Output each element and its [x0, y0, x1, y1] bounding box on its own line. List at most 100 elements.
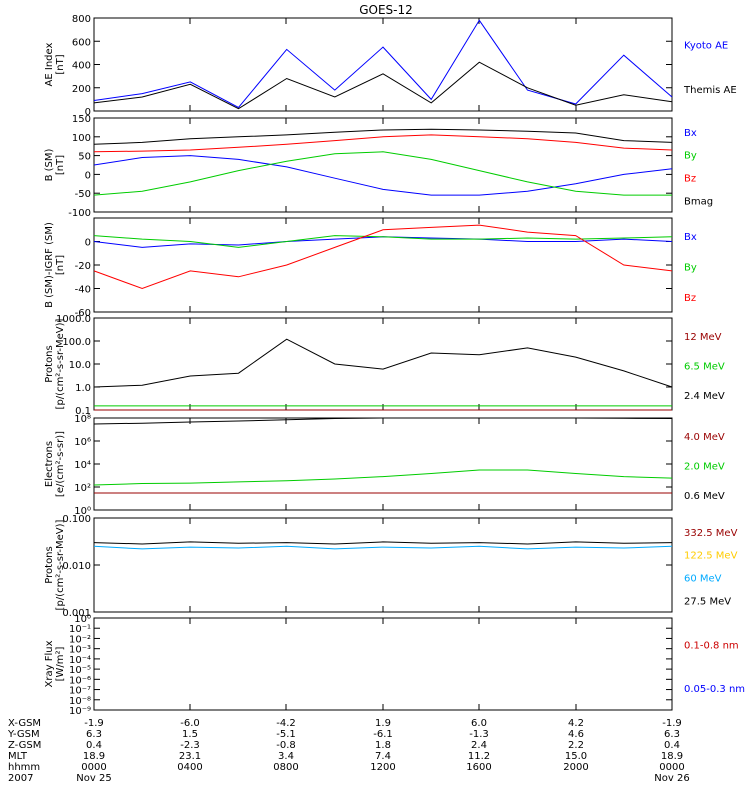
table-cell: 0800 [273, 762, 298, 773]
y-axis-label-line: B (SM)-IGRF (SM) [44, 222, 55, 308]
table-row-label: Y-GSM [7, 729, 40, 740]
y-tick-label: 400 [72, 61, 91, 72]
legend-entry: 0.1-0.8 nm [684, 640, 739, 651]
y-tick-label: 0.1 [75, 406, 91, 417]
y-tick-label: 100 [72, 133, 91, 144]
panel-electrons: 10⁰ 10² 10⁴ 10⁶ 10⁸ Electrons [e/(cm²-s-sr)] 4.… [44, 414, 725, 517]
y-tick-label: 10⁻⁵ [69, 665, 91, 676]
legend-entry: 332.5 MeV [684, 528, 738, 539]
table-cell: 2.4 [471, 740, 487, 751]
table-cell: 3.4 [278, 751, 294, 762]
legend-entry: Bz [684, 174, 696, 185]
y-tick-label: 10⁻⁶ [69, 675, 91, 686]
y-tick-label: -100 [68, 208, 91, 219]
table-row-label: 2007 [8, 773, 33, 784]
legend-entry: 0.6 MeV [684, 491, 725, 502]
series-line-by [93, 235, 673, 248]
table-row-label: X-GSM [8, 718, 41, 729]
y-tick-label: 10⁻⁸ [69, 696, 91, 707]
y-tick-label: 800 [72, 14, 91, 25]
legend-entry: Bmag [684, 197, 713, 208]
y-tick-label: 10⁻⁷ [69, 686, 91, 697]
table-cell: 2000 [563, 762, 588, 773]
table-cell: 18.9 [83, 751, 105, 762]
table-cell: -6.0 [180, 718, 200, 729]
y-tick-label: 0 [85, 238, 91, 249]
legend-entry: 2.0 MeV [684, 461, 725, 472]
series-line-bx [93, 155, 673, 196]
table-row-label: hhmm [8, 762, 40, 773]
chart-title: GOES-12 [359, 3, 413, 17]
series-line-bz [93, 134, 673, 153]
legend-entry: Bx [684, 128, 697, 139]
y-axis-label: Protons [p/(cm²-s-sr-MeV)] [44, 519, 66, 610]
panel-dbi: -60 -40 -20 0 B (SM)-IGRF (SM) [nT] Bx By Bz [44, 217, 697, 319]
y-axis-label-line: [nT] [55, 255, 66, 275]
table-cell: 0000 [659, 762, 684, 773]
y-tick-label: 0.010 [62, 561, 91, 572]
table-cell: -1.3 [469, 729, 489, 740]
table-row-label: Z-GSM [8, 740, 41, 751]
y-axis-label-line: [W/m²] [55, 646, 66, 681]
y-tick-label: 10⁻⁴ [69, 655, 91, 666]
table-cell: Nov 25 [76, 773, 111, 784]
series-line-kyoto-ae [93, 19, 673, 109]
panel-frame [93, 317, 673, 411]
y-tick-label: 200 [72, 84, 91, 95]
legend-entry: 2.4 MeV [684, 391, 725, 402]
y-tick-label: 10⁻⁹ [69, 706, 91, 717]
table-cell: 1.5 [182, 729, 198, 740]
y-axis-label-line: B (SM) [44, 148, 55, 181]
table-cell: 4.6 [568, 729, 584, 740]
y-axis-label-line: AE Index [44, 42, 55, 86]
y-axis-label-line: [nT] [55, 155, 66, 175]
table-cell: 11.2 [468, 751, 490, 762]
legend-entry: Bz [684, 293, 696, 304]
y-axis-label-line: Xray Flux [44, 640, 55, 687]
table-cell: -4.2 [276, 718, 296, 729]
y-axis-label-line: [e/(cm²-s-sr)] [55, 431, 66, 497]
y-tick-label: 10⁶ [74, 437, 91, 448]
y-axis-label-line: Protons [44, 546, 55, 583]
y-tick-label: 10⁰ [74, 614, 91, 625]
series-line-bz [93, 224, 673, 290]
series-line-by [93, 151, 672, 196]
y-tick-label: 10⁻¹ [69, 624, 91, 635]
y-axis-label-line: [p/(cm²-s-sr-MeV)] [55, 318, 66, 409]
y-axis-label: B (SM)-IGRF (SM) [nT] [44, 222, 66, 308]
y-tick-label: 50 [78, 152, 91, 163]
y-tick-label: 0 [85, 107, 91, 118]
table-cell: 2.2 [568, 740, 584, 751]
table-cell: 15.0 [565, 751, 587, 762]
legend-entry: 4.0 MeV [684, 432, 725, 443]
series-line-0-6-mev [93, 417, 673, 425]
y-tick-label: 10⁰ [74, 506, 91, 517]
panel-frame [93, 17, 673, 112]
legend-entry: By [684, 263, 697, 274]
table-row-label: MLT [8, 751, 28, 762]
table-cell: 6.3 [86, 729, 102, 740]
y-axis-label-line: [nT] [55, 54, 66, 74]
table-cell: 23.1 [179, 751, 201, 762]
table-cell: 18.9 [661, 751, 683, 762]
legend-entry: 60 MeV [684, 574, 722, 585]
series-line-27-5-mev [93, 541, 673, 545]
panel-frame [93, 117, 673, 213]
table-cell: 0400 [177, 762, 202, 773]
panel-frame [93, 417, 673, 511]
y-axis-label: B (SM) [nT] [44, 148, 66, 181]
table-cell: 0000 [81, 762, 106, 773]
table-cell: -1.9 [662, 718, 682, 729]
legend-entry: Themis AE [683, 85, 737, 96]
series-line-2-4-mev [93, 338, 673, 388]
y-axis-label: Protons [p/(cm²-s-sr-MeV)] [44, 318, 66, 409]
panel-frame [93, 217, 673, 313]
table-cell: -5.1 [276, 729, 296, 740]
y-tick-label: 10² [74, 483, 91, 494]
table-cell: 4.2 [568, 718, 584, 729]
y-tick-label: -40 [75, 285, 91, 296]
series-line-themis-ae [93, 61, 673, 110]
